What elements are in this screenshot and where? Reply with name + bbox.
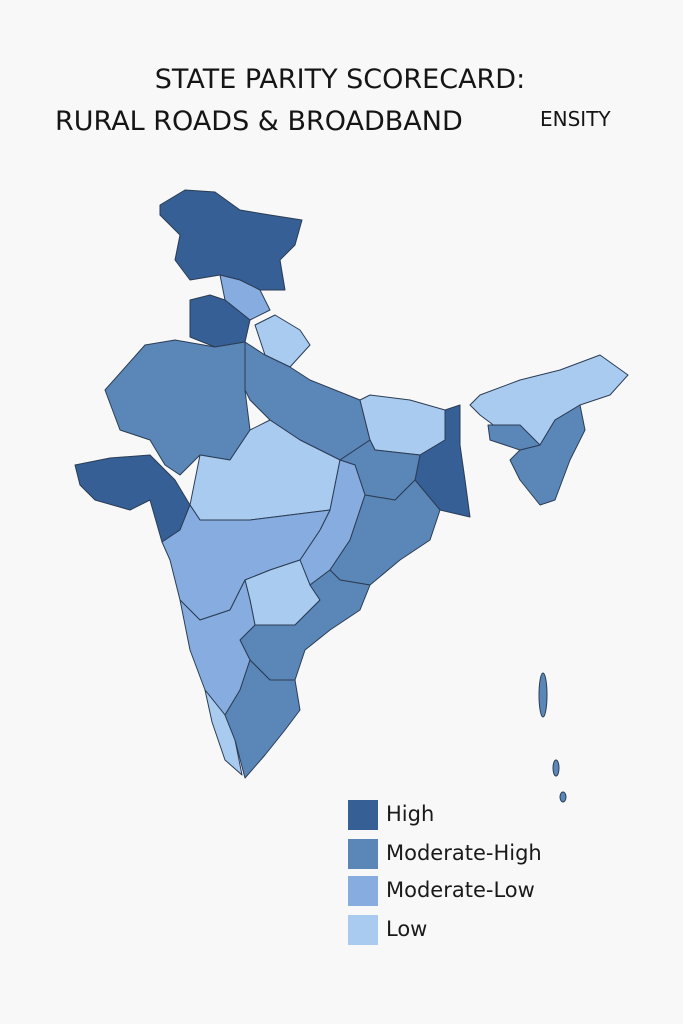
island [559, 791, 567, 803]
legend-label: Moderate-High [386, 841, 542, 865]
title-line: RURAL ROADS & BROADBAND [55, 106, 463, 137]
legend-label: Low [386, 917, 427, 941]
island [552, 759, 560, 777]
legend-swatch [348, 800, 378, 830]
legend-swatch [348, 839, 378, 869]
title-line: STATE PARITY SCORECARD: [155, 64, 525, 95]
legend-label: Moderate-Low [386, 878, 535, 902]
region [159, 189, 303, 291]
legend-swatch [348, 876, 378, 906]
legend-swatch [348, 915, 378, 945]
title-tail: ENSITY [540, 107, 611, 131]
region [329, 479, 441, 586]
region [224, 659, 301, 779]
legend: High Moderate-High Moderate-Low Low [348, 800, 542, 945]
legend-label: High [386, 802, 434, 826]
region [487, 424, 541, 451]
region [414, 404, 471, 518]
region [509, 404, 586, 506]
map [74, 189, 629, 803]
region [189, 294, 251, 348]
island [538, 672, 548, 718]
